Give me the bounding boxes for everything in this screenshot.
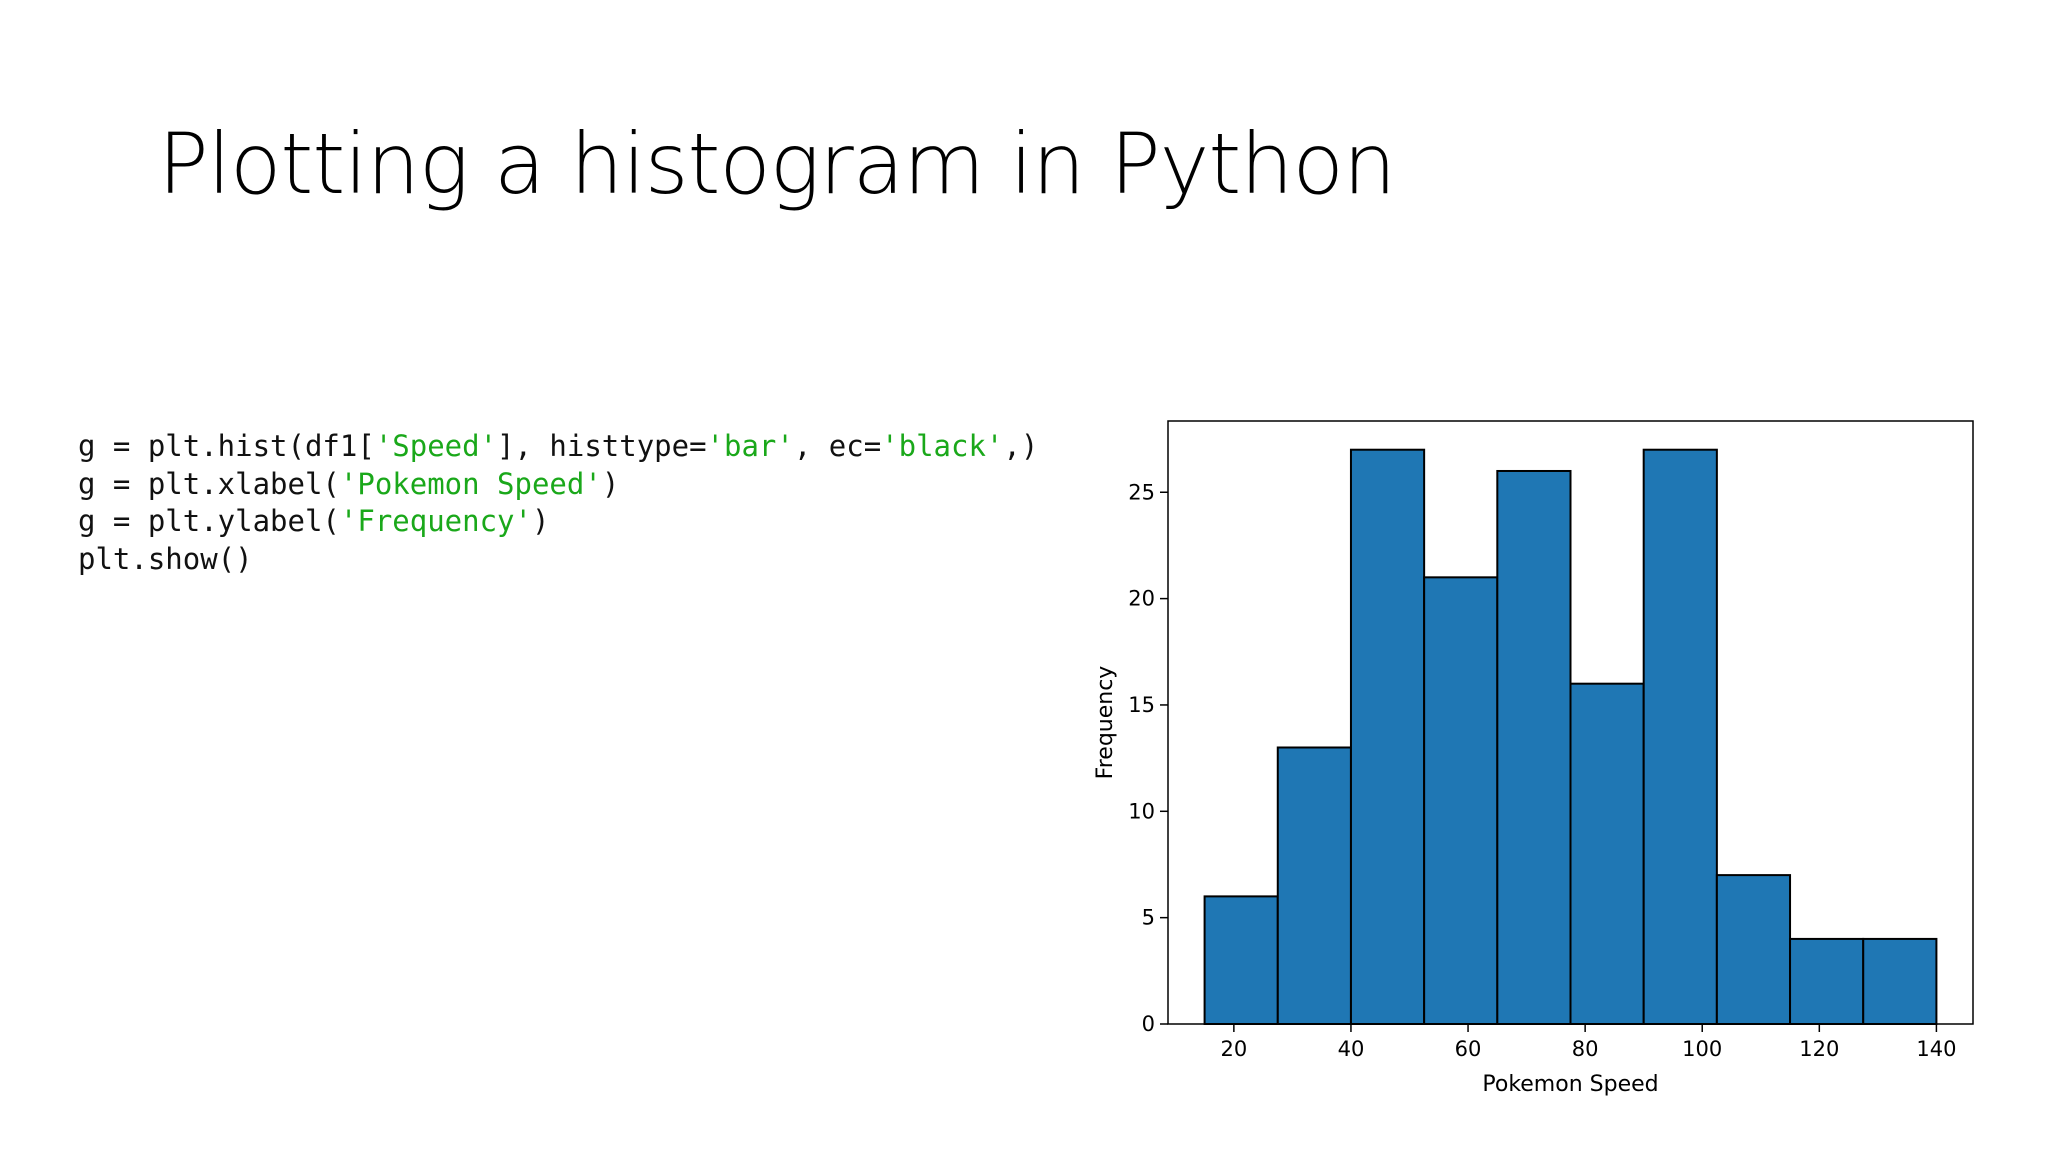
code-string-token: 'bar' [706,429,794,463]
histogram-bar [1862,937,1938,1026]
histogram-bar [1789,937,1865,1026]
chart-svg: 20 40 60 80 100 120 140 0 5 10 15 20 25 Pokemon Speed… [1093,420,1974,1097]
histogram-bar [1423,576,1499,1025]
plot-frame [1167,420,1974,1025]
code-token: ) [531,504,550,538]
y-tick-label: 20 [1128,587,1155,611]
code-string-token: 'Frequency' [339,504,532,538]
y-tick-label: 15 [1128,693,1155,717]
code-line: g = plt.xlabel('Pokemon Speed') [78,466,1038,504]
histogram-bar [1203,895,1279,1025]
code-string-token: 'black' [881,429,1004,463]
y-tick-label: 10 [1128,799,1155,823]
slide-title: Plotting a histogram in Python [158,115,1396,213]
code-string-token: 'Speed' [374,429,498,463]
code-line: plt.show() [78,541,1038,579]
code-token: g = plt.hist(df1[ [78,429,375,463]
code-token: ,) [1003,429,1039,463]
x-tick-label: 100 [1682,1037,1722,1061]
histogram-bar [1496,469,1572,1025]
y-axis-label: Frequency [1093,666,1118,780]
y-tick-label: 0 [1142,1012,1155,1036]
histogram-bar [1715,874,1792,1025]
code-token: ) [601,466,620,501]
x-tick-label: 140 [1916,1037,1956,1061]
code-token: , ec= [793,429,882,463]
histogram-chart: 20 40 60 80 100 120 140 0 5 10 15 20 25 Pokemon Speed… [1080,400,1980,1100]
x-axis-label: Pokemon Speed [1482,1072,1658,1097]
x-tick-label: 120 [1799,1037,1839,1061]
x-tick-label: 80 [1572,1037,1599,1061]
code-string-token: 'Pokemon Speed' [339,466,602,501]
x-tick-label: 20 [1220,1037,1247,1061]
code-line: g = plt.ylabel('Frequency') [78,503,1038,541]
code-token: g = plt.xlabel( [78,466,340,501]
histogram-bar [1569,682,1645,1025]
histogram-bar [1276,746,1352,1025]
x-tick-label: 60 [1455,1037,1482,1061]
code-token: plt.show() [78,541,253,576]
y-tick-label: 25 [1128,480,1155,504]
histogram-bar [1349,448,1426,1025]
code-token: g = plt.ylabel( [78,504,340,538]
histogram-bar [1642,448,1718,1025]
x-tick-label: 40 [1338,1037,1365,1061]
y-tick-label: 5 [1142,906,1155,930]
code-block: g = plt.hist(df1['Speed'], histtype='bar… [78,428,1038,578]
code-line: g = plt.hist(df1['Speed'], histtype='bar… [78,428,1038,466]
code-token: ], histtype= [497,429,707,463]
